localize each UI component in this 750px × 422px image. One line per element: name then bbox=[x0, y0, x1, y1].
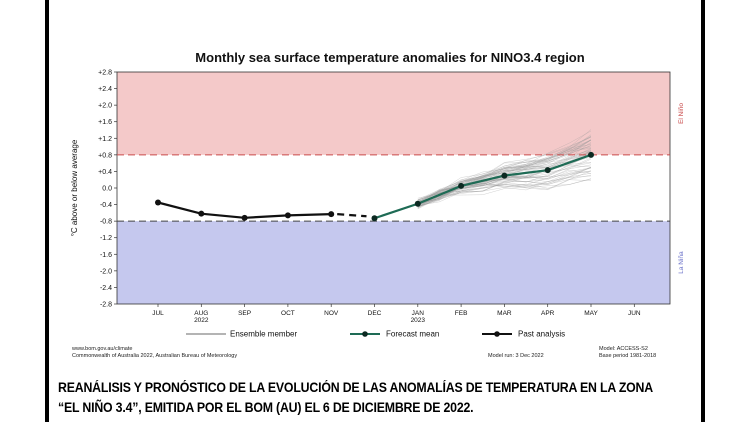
x-tick-label: MAY bbox=[584, 310, 598, 317]
x-tick-label: NOV bbox=[324, 310, 339, 317]
forecast-mean-point bbox=[588, 151, 594, 158]
y-tick-label: +1.2 bbox=[98, 136, 112, 143]
y-tick-label: -1.2 bbox=[100, 235, 112, 242]
region-la-nina bbox=[117, 221, 670, 304]
x-tick-label: JUL bbox=[152, 310, 164, 317]
legend-ensemble-label: Ensemble member bbox=[230, 330, 297, 339]
y-tick-label: +0.4 bbox=[98, 169, 112, 176]
footer-copyright: Commonwealth of Australia 2022, Australi… bbox=[72, 353, 237, 359]
past-analysis-point bbox=[241, 214, 248, 221]
ensemble-member-line bbox=[417, 144, 592, 205]
left-border-bar bbox=[45, 0, 49, 422]
ensemble-member-line bbox=[417, 173, 592, 206]
ensemble-member-line bbox=[417, 162, 592, 204]
ensemble-member-line bbox=[417, 134, 592, 207]
ensemble-member-line bbox=[417, 170, 592, 203]
forecast-mean-point bbox=[501, 172, 508, 179]
ensemble-member-line bbox=[417, 164, 592, 203]
footer-model: Model: ACCESS-S2 bbox=[599, 346, 648, 352]
footer-source-url: www.bom.gov.au/climate bbox=[71, 346, 132, 352]
legend-past-marker bbox=[494, 331, 500, 337]
ensemble-member-line bbox=[417, 145, 592, 204]
x-tick-label: FEB bbox=[455, 310, 468, 317]
y-tick-label: -0.4 bbox=[100, 202, 112, 209]
figure-caption: REANÁLISIS Y PRONÓSTICO DE LA EVOLUCIÓN … bbox=[58, 378, 653, 418]
x-year-label: 2022 bbox=[194, 317, 209, 324]
ensemble-member-line bbox=[417, 165, 592, 201]
ensemble-member-line bbox=[417, 178, 592, 208]
y-tick-label: +0.8 bbox=[98, 152, 112, 159]
ensemble-member-line bbox=[417, 145, 592, 205]
x-tick-label: AUG bbox=[194, 310, 208, 317]
ensemble-member-line bbox=[417, 178, 592, 206]
x-year-label: 2023 bbox=[411, 317, 426, 324]
x-tick-label: MAR bbox=[497, 310, 512, 317]
y-tick-label: 0.0 bbox=[102, 186, 112, 193]
past-analysis-point bbox=[198, 210, 205, 217]
la-nina-label: La Niña bbox=[678, 251, 685, 274]
y-axis-label: °C above or below average bbox=[70, 139, 79, 236]
y-tick-label: -2.8 bbox=[100, 302, 112, 309]
caption-line-1: REANÁLISIS Y PRONÓSTICO DE LA EVOLUCIÓN … bbox=[58, 380, 653, 395]
y-tick-label: -2.0 bbox=[100, 268, 112, 275]
forecast-mean-point bbox=[371, 215, 378, 222]
legend-forecast-label: Forecast mean bbox=[386, 330, 439, 339]
forecast-mean-point bbox=[414, 200, 421, 207]
ensemble-member-line bbox=[417, 137, 592, 203]
ensemble-member-line bbox=[417, 179, 592, 205]
chart-title: Monthly sea surface temperature anomalie… bbox=[195, 50, 584, 65]
x-tick-label: OCT bbox=[281, 310, 295, 317]
ensemble-member-line bbox=[417, 170, 592, 206]
y-tick-label: -0.8 bbox=[100, 219, 112, 226]
past-analysis-point bbox=[155, 199, 161, 206]
legend-past-label: Past analysis bbox=[518, 330, 565, 339]
x-tick-label: DEC bbox=[368, 310, 382, 317]
ensemble-member-line bbox=[417, 154, 592, 201]
y-tick-label: +2.8 bbox=[98, 70, 112, 77]
legend-forecast-marker bbox=[362, 331, 368, 337]
x-tick-label: SEP bbox=[238, 310, 251, 317]
footer-base-period: Base period 1981-2018 bbox=[599, 353, 656, 359]
ensemble-member-line bbox=[417, 174, 592, 204]
ensemble-member-line bbox=[417, 141, 592, 205]
footer-model-run: Model run: 3 Dec 2022 bbox=[488, 353, 544, 359]
y-tick-label: +2.0 bbox=[98, 103, 112, 110]
el-nino-label: El Niño bbox=[678, 103, 685, 124]
y-tick-label: +1.6 bbox=[98, 119, 112, 126]
ensemble-member-line bbox=[417, 166, 592, 203]
y-tick-label: +2.4 bbox=[98, 86, 112, 93]
ensemble-member-line bbox=[417, 139, 592, 206]
forecast-mean-point bbox=[544, 167, 551, 174]
ensemble-member-line bbox=[417, 136, 592, 202]
ensemble-member-line bbox=[417, 167, 592, 206]
ensemble-member-line bbox=[417, 143, 592, 201]
region-el-nino bbox=[117, 72, 670, 155]
y-tick-label: -2.4 bbox=[100, 285, 112, 292]
forecast-mean-line bbox=[374, 153, 592, 220]
caption-line-2: “EL NIÑO 3.4”, EMITIDA POR EL BOM (AU) E… bbox=[58, 400, 474, 415]
ensemble-member-line bbox=[417, 129, 592, 206]
x-tick-label: JAN bbox=[412, 310, 425, 317]
past-analysis-point bbox=[284, 212, 291, 219]
past-analysis-point bbox=[328, 211, 335, 218]
right-border-bar bbox=[701, 0, 705, 422]
past-analysis-dashed-link bbox=[337, 213, 367, 218]
ensemble-member-line bbox=[417, 130, 592, 203]
ensemble-member-line bbox=[417, 136, 592, 202]
x-tick-label: JUN bbox=[628, 310, 641, 317]
x-tick-label: APR bbox=[541, 310, 555, 317]
ensemble-member-line bbox=[417, 150, 592, 200]
ensemble-member-line bbox=[417, 166, 592, 202]
y-tick-label: -1.6 bbox=[100, 252, 112, 259]
forecast-mean-point bbox=[458, 182, 465, 189]
ensemble-member-line bbox=[417, 170, 592, 208]
